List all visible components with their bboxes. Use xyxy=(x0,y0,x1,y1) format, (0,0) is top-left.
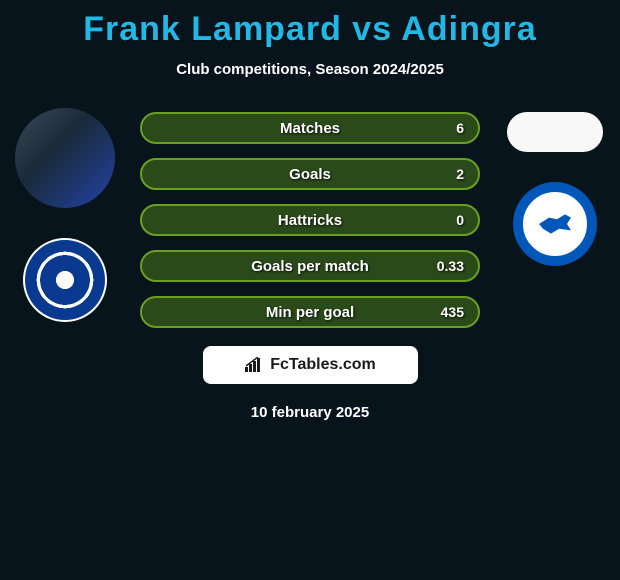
stat-row-goals-per-match: Goals per match 0.33 xyxy=(140,250,480,282)
left-column xyxy=(10,108,120,322)
stat-value: 2 xyxy=(456,166,464,182)
stat-label: Matches xyxy=(280,120,340,137)
page-title: Frank Lampard vs Adingra xyxy=(0,10,620,49)
stat-label: Goals xyxy=(289,166,331,183)
stat-row-goals: Goals 2 xyxy=(140,158,480,190)
stats-column: Matches 6 Goals 2 Hattricks 0 Goals per … xyxy=(140,108,480,328)
stat-row-matches: Matches 6 xyxy=(140,112,480,144)
player-avatar-right xyxy=(507,112,603,152)
stat-value: 0 xyxy=(456,212,464,228)
stat-label: Goals per match xyxy=(251,258,369,275)
club-badge-chelsea xyxy=(23,238,107,322)
stat-value: 0.33 xyxy=(437,258,464,274)
stat-value: 6 xyxy=(456,120,464,136)
brand-label: FcTables.com xyxy=(270,356,376,374)
player-avatar-left xyxy=(15,108,115,208)
club-badge-brighton xyxy=(513,182,597,266)
right-column xyxy=(500,108,610,266)
date-label: 10 february 2025 xyxy=(0,404,620,421)
brand-box: FcTables.com xyxy=(203,346,418,384)
stat-label: Hattricks xyxy=(278,212,342,229)
stat-value: 435 xyxy=(441,304,464,320)
comparison-card: Frank Lampard vs Adingra Club competitio… xyxy=(0,0,620,421)
subtitle: Club competitions, Season 2024/2025 xyxy=(0,61,620,78)
stat-label: Min per goal xyxy=(266,304,354,321)
bar-chart-icon xyxy=(244,357,264,373)
stat-row-hattricks: Hattricks 0 xyxy=(140,204,480,236)
stat-row-min-per-goal: Min per goal 435 xyxy=(140,296,480,328)
main-row: Matches 6 Goals 2 Hattricks 0 Goals per … xyxy=(0,108,620,328)
